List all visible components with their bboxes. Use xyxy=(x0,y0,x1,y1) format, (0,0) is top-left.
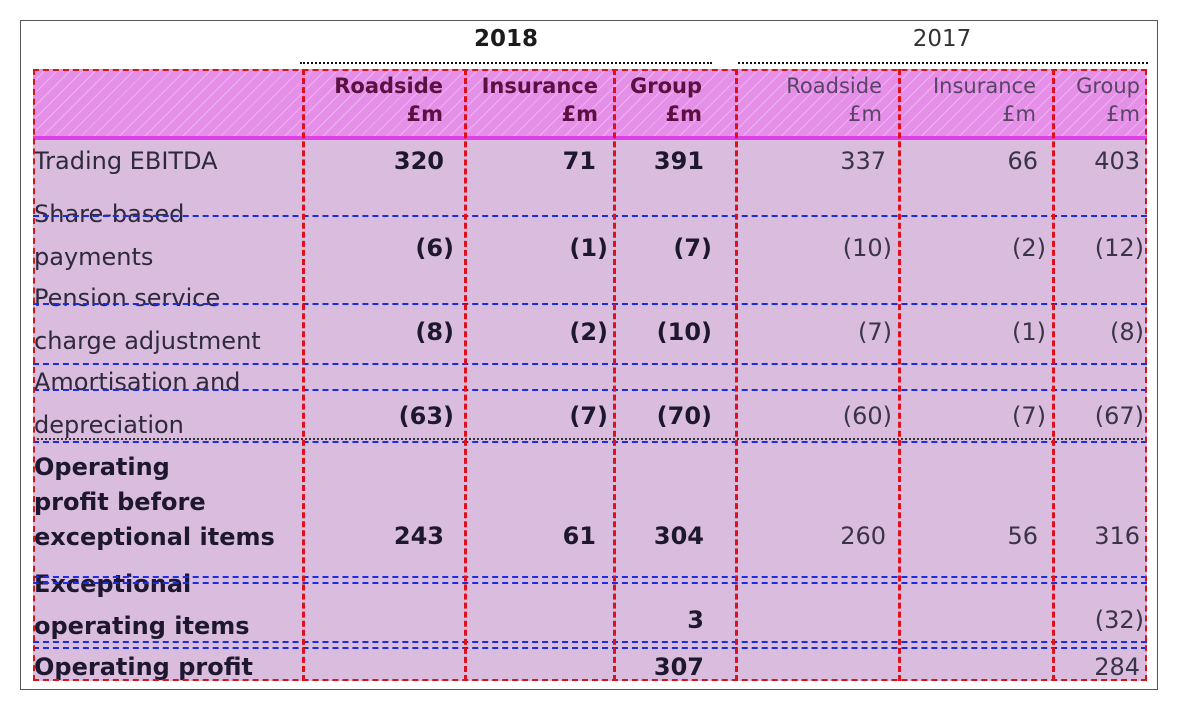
column-divider xyxy=(1052,69,1055,681)
column-divider xyxy=(898,69,901,681)
cell-value: 391 xyxy=(653,147,704,175)
cell-value: 71 xyxy=(562,147,596,175)
cell-value: 403 xyxy=(1094,147,1140,175)
cell-value: 260 xyxy=(840,522,886,550)
cell-value: 56 xyxy=(1007,522,1038,550)
year-2018-rule xyxy=(300,62,712,64)
row-divider xyxy=(33,576,1147,578)
year-2018-heading: 2018 xyxy=(473,26,538,52)
row-divider xyxy=(33,441,1147,443)
row-divider xyxy=(33,438,1147,440)
cell-value: 320 xyxy=(393,147,444,175)
col-header-2018-roadside: Roadside £m xyxy=(334,74,443,126)
row-label-operating-profit: Operating profit xyxy=(34,653,253,681)
cell-value: (1) xyxy=(1012,318,1046,346)
row-label-trading-ebitda: Trading EBITDA xyxy=(34,147,218,175)
row-label-share-based-payments: Share-based payments xyxy=(34,200,185,271)
column-divider xyxy=(464,69,467,681)
row-divider xyxy=(33,582,1147,584)
cell-value: (7) xyxy=(858,318,892,346)
row-divider xyxy=(33,641,1147,643)
column-divider xyxy=(735,69,738,681)
table-body xyxy=(33,69,1147,681)
row-label-operating-profit-before-exceptional: Operating profit before exceptional items xyxy=(34,453,275,551)
cell-value: (2) xyxy=(569,318,608,346)
cell-value: (1) xyxy=(569,234,608,262)
cell-value: 337 xyxy=(840,147,886,175)
cell-value: (10) xyxy=(842,234,892,262)
row-divider xyxy=(33,363,1147,365)
cell-value: 307 xyxy=(653,653,704,681)
row-label-pension-service: Pension service charge adjustment xyxy=(34,284,261,355)
year-2017-rule xyxy=(738,62,1148,64)
cell-value: (67) xyxy=(1094,402,1144,430)
col-header-2017-insurance: Insurance £m xyxy=(932,74,1036,126)
col-header-2017-roadside: Roadside £m xyxy=(786,74,882,126)
column-divider xyxy=(613,69,616,681)
cell-value: (8) xyxy=(415,318,454,346)
cell-value: 66 xyxy=(1007,147,1038,175)
year-2017-heading: 2017 xyxy=(912,26,972,52)
row-divider xyxy=(33,215,1147,217)
cell-value: (60) xyxy=(842,402,892,430)
cell-value: 284 xyxy=(1094,653,1140,681)
col-header-2018-group: Group £m xyxy=(629,74,702,126)
row-divider xyxy=(33,647,1147,649)
cell-value: (7) xyxy=(569,402,608,430)
cell-value: 61 xyxy=(562,522,596,550)
cell-value: (63) xyxy=(398,402,454,430)
table-outline xyxy=(33,69,1147,681)
column-divider xyxy=(302,69,305,681)
cell-value: (8) xyxy=(1110,318,1144,346)
col-header-2018-insurance: Insurance £m xyxy=(481,74,598,126)
row-divider xyxy=(33,303,1147,305)
cell-value: 304 xyxy=(653,522,704,550)
cell-value: (7) xyxy=(1012,402,1046,430)
cell-value: (32) xyxy=(1094,606,1144,634)
header-divider xyxy=(33,136,1147,140)
cell-value: (7) xyxy=(673,234,712,262)
cell-value: (6) xyxy=(415,234,454,262)
cell-value: 3 xyxy=(687,606,704,634)
row-divider xyxy=(33,389,1147,391)
cell-value: (12) xyxy=(1094,234,1144,262)
table-header xyxy=(33,69,1147,140)
cell-value: 243 xyxy=(393,522,444,550)
cell-value: (70) xyxy=(656,402,712,430)
row-label-amortisation: Amortisation and depreciation xyxy=(34,368,241,439)
row-label-exceptional-items: Exceptional operating items xyxy=(34,570,250,640)
cell-value: (2) xyxy=(1012,234,1046,262)
cell-value: 316 xyxy=(1094,522,1140,550)
col-header-2017-group: Group £m xyxy=(1076,74,1140,126)
cell-value: (10) xyxy=(656,318,712,346)
